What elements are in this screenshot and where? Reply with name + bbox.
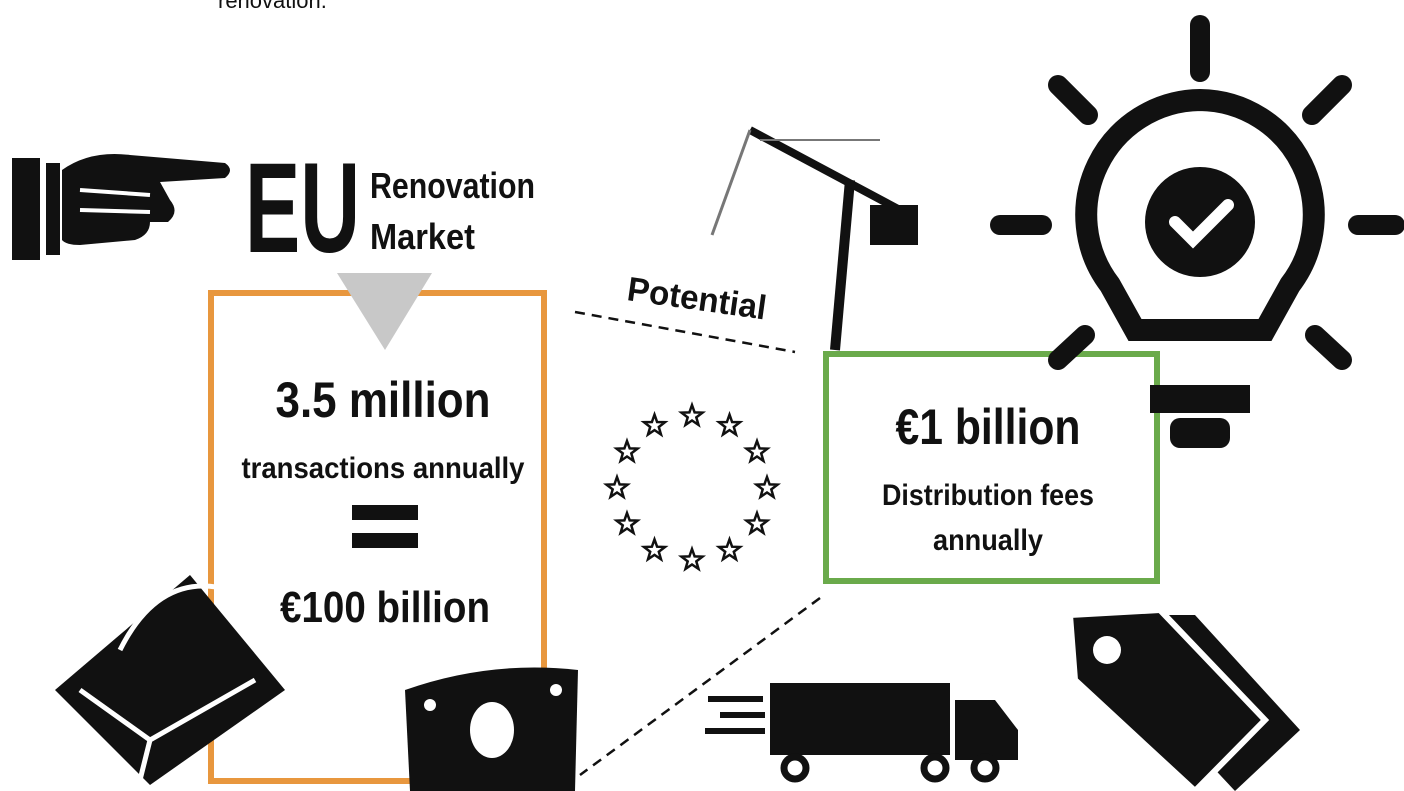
market-unit: transactions annually — [242, 452, 525, 485]
fees-box — [823, 351, 1160, 584]
potential-label: Potential — [625, 270, 769, 327]
money-icon — [405, 667, 578, 791]
market-amount: 3.5 million — [276, 372, 491, 428]
star — [742, 509, 771, 536]
tag-icon — [1066, 606, 1300, 791]
market-value: €100 billion — [280, 583, 490, 632]
crane-icon — [710, 126, 918, 351]
star — [715, 410, 744, 438]
dashed-line — [574, 310, 796, 354]
fees-line1: Distribution fees — [882, 479, 1094, 512]
truck-icon — [705, 683, 1018, 783]
box-icon — [55, 575, 285, 785]
star — [677, 545, 707, 572]
eu-line2: Market — [370, 216, 475, 257]
star — [640, 535, 669, 563]
star — [752, 473, 782, 500]
star — [640, 410, 669, 438]
eu-stars — [602, 401, 782, 572]
caption: renovation. — [218, 0, 327, 13]
fees-amount: €1 billion — [896, 399, 1081, 455]
star — [715, 535, 744, 563]
pointer-triangle — [337, 273, 432, 350]
equals-bar — [352, 505, 418, 520]
star — [602, 473, 632, 500]
eu-title: EU — [245, 137, 360, 280]
star — [613, 437, 642, 464]
star — [613, 509, 642, 536]
star — [742, 437, 771, 464]
star — [677, 401, 707, 428]
hand-icon — [12, 154, 230, 260]
bulb-icon — [990, 15, 1404, 448]
eu-line1: Renovation — [370, 165, 535, 206]
equals-bar — [352, 533, 418, 548]
fees-line2: annually — [933, 524, 1043, 557]
